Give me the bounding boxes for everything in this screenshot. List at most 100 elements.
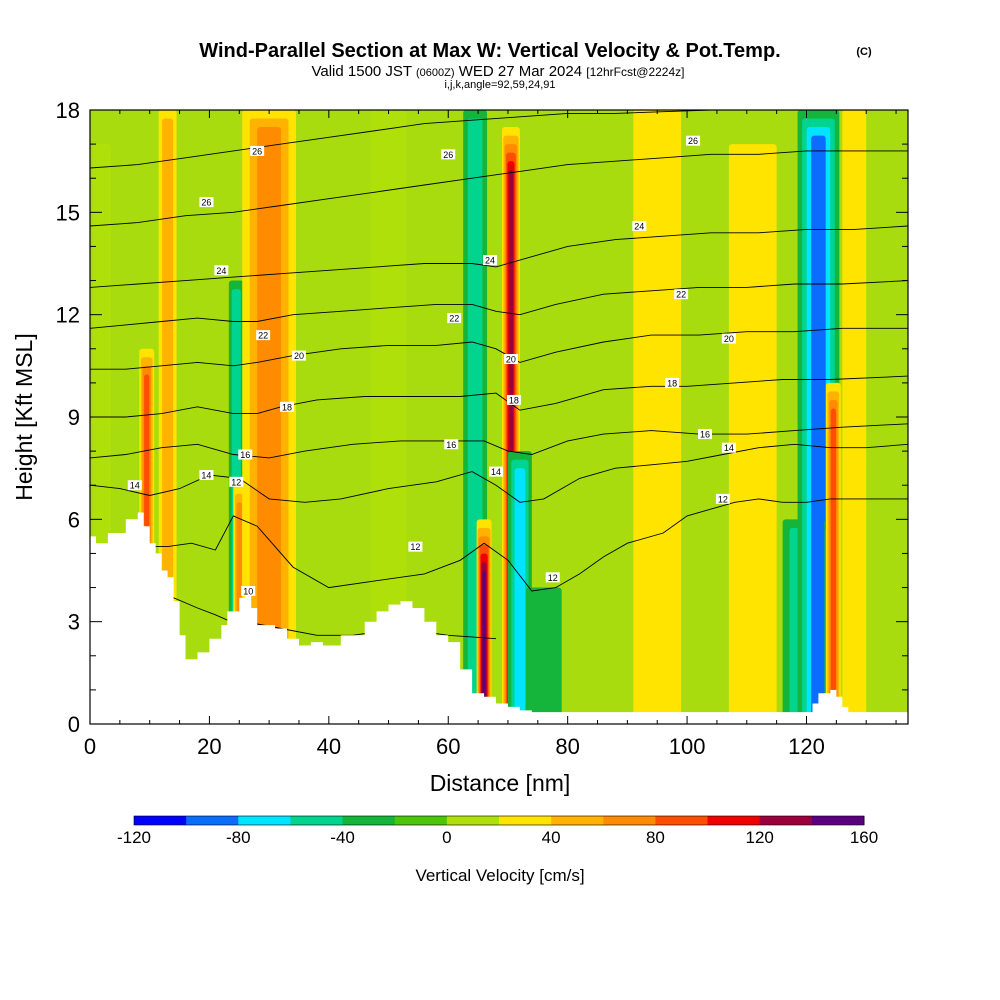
- colorbar-swatch: [707, 816, 761, 825]
- contour-label-text: 16: [446, 440, 456, 450]
- y-tick-label: 6: [68, 507, 80, 532]
- contour-label-bg: [483, 255, 498, 266]
- colorbar-tick-label: 40: [542, 828, 561, 847]
- contour-labels: 26 26 26 26 24 24 24 22 22 22 20 20 20 18 18 18 16 16 16 14…: [127, 135, 736, 596]
- contour-label-text: 12: [231, 477, 241, 487]
- contour-label-bg: [545, 572, 560, 583]
- contour-label-text: 16: [240, 450, 250, 460]
- contour-label: 20: [503, 354, 518, 365]
- velocity-column: [370, 110, 407, 724]
- contour-label-bg: [250, 145, 265, 156]
- contour-label: 22: [674, 289, 689, 300]
- contour-label-text: 14: [724, 443, 734, 453]
- y-tick-label: 3: [68, 610, 80, 635]
- y-tick-label: 9: [68, 405, 80, 430]
- contour-label: 10: [241, 585, 256, 596]
- contour-label: 22: [256, 330, 271, 341]
- contour-label-bg: [697, 429, 712, 440]
- contour-label-text: 18: [282, 402, 292, 412]
- contour-label: 18: [506, 394, 521, 405]
- contour-label-bg: [256, 330, 271, 341]
- contour-label: 12: [229, 476, 244, 487]
- valid-time-label: Valid 1500 JST: [311, 63, 411, 80]
- colorbar-swatch: [603, 816, 656, 825]
- contour-label-text: 12: [410, 542, 420, 552]
- contour-label: 14: [489, 466, 504, 477]
- contour-label-text: 16: [700, 430, 710, 440]
- colorbar-swatch: [238, 816, 291, 825]
- theta-contour-line: [90, 110, 908, 169]
- colorbar-swatch: [811, 816, 865, 825]
- colorbar-swatch: [446, 816, 500, 825]
- velocity-band: [482, 570, 486, 724]
- forecast-label: [12hrFcst@2224z]: [586, 65, 684, 79]
- contour-label-text: 26: [252, 146, 262, 156]
- colorbar-tick-label: 160: [850, 828, 878, 847]
- contour-label-text: 24: [634, 221, 644, 231]
- velocity-band: [811, 135, 826, 724]
- contour-label-bg: [715, 493, 730, 504]
- velocity-band: [525, 587, 562, 724]
- colorbar-swatch: [134, 816, 187, 825]
- x-axis-title: Distance [nm]: [430, 770, 571, 796]
- contour-label: 26: [441, 149, 456, 160]
- copyright-mark: (C): [856, 46, 872, 58]
- colorbar-title: Vertical Velocity [cm/s]: [415, 866, 584, 885]
- colorbar-tick-label: -80: [226, 828, 251, 847]
- contour-label: 26: [199, 197, 214, 208]
- contour-label-text: 18: [509, 395, 519, 405]
- contour-label-text: 22: [676, 290, 686, 300]
- x-tick-label: 40: [317, 734, 341, 759]
- contour-label: 16: [238, 449, 253, 460]
- x-tick-label: 120: [788, 734, 825, 759]
- contour-label: 14: [127, 480, 142, 491]
- colorbar-swatch: [499, 816, 552, 825]
- contour-label-text: 20: [294, 351, 304, 361]
- contour-label: 14: [721, 442, 736, 453]
- colorbar-swatch: [759, 816, 813, 825]
- contour-label-bg: [127, 480, 142, 491]
- contour-label: 24: [214, 265, 229, 276]
- theta-contour-line: [137, 498, 908, 592]
- theta-contour-line: [90, 423, 908, 459]
- contour-label: 22: [447, 313, 462, 324]
- contour-label-bg: [686, 135, 701, 146]
- velocity-column: [242, 110, 296, 724]
- y-tick-label: 12: [56, 303, 80, 328]
- contour-label-bg: [489, 466, 504, 477]
- colorbar-tick-label: 80: [646, 828, 665, 847]
- contour-label-bg: [441, 149, 456, 160]
- contour-label-bg: [721, 333, 736, 344]
- y-tick-label: 15: [56, 200, 80, 225]
- theta-contour-line: [90, 225, 908, 288]
- contour-label: 16: [444, 439, 459, 450]
- contour-label-bg: [506, 394, 521, 405]
- contour-label-bg: [674, 289, 689, 300]
- velocity-band: [842, 110, 867, 724]
- contour-label-bg: [199, 469, 214, 480]
- contour-label-text: 12: [718, 494, 728, 504]
- contour-label-text: 12: [548, 573, 558, 583]
- colorbar-swatch: [394, 816, 448, 825]
- colorbar-swatch: [186, 816, 239, 825]
- colorbar-tick-label: 120: [746, 828, 774, 847]
- contour-label-text: 20: [724, 334, 734, 344]
- contour-label: 18: [665, 377, 680, 388]
- y-axis-title: Height [Kft MSL]: [11, 333, 37, 500]
- contour-label-text: 14: [201, 470, 211, 480]
- colorbar-swatch: [655, 816, 709, 825]
- utc-time-label: (0600Z): [416, 67, 455, 79]
- colorbar-tick-label: 0: [442, 828, 451, 847]
- contour-label-bg: [721, 442, 736, 453]
- contour-label-bg: [447, 313, 462, 324]
- contour-label-bg: [229, 476, 244, 487]
- section-indices-label: i,j,k,angle=92,59,24,91: [444, 79, 555, 91]
- contour-label-text: 24: [216, 266, 226, 276]
- contour-label: 14: [199, 469, 214, 480]
- colorbar-frame: [133, 815, 865, 826]
- x-tick-label: 100: [669, 734, 706, 759]
- contour-label-text: 24: [485, 256, 495, 266]
- contour-label-text: 14: [491, 467, 501, 477]
- theta-contour-line: [90, 280, 908, 329]
